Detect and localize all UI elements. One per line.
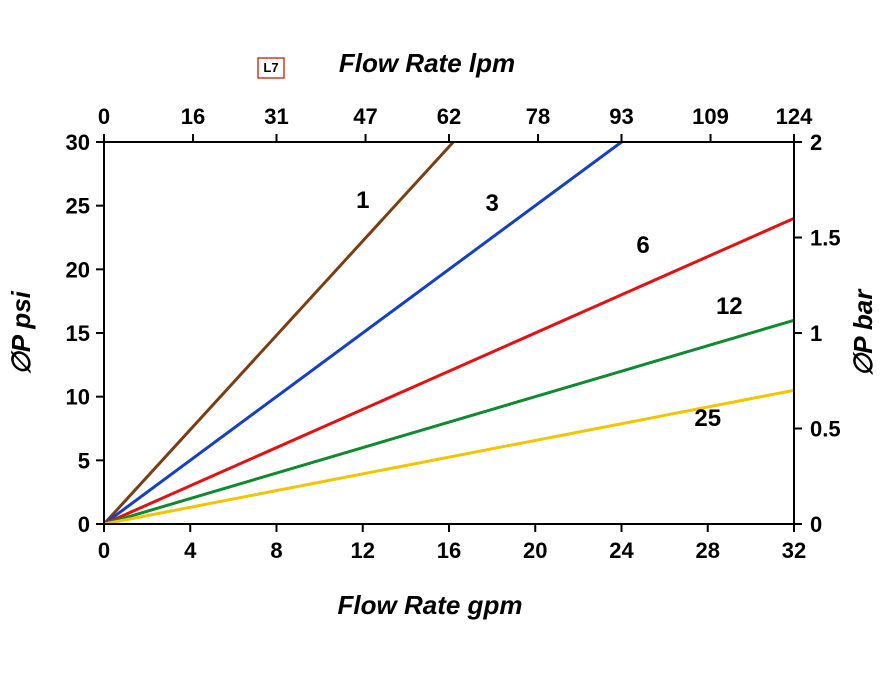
chart-svg: L7Flow Rate lpm048121620242832Flow Rate … [0,0,888,676]
y-right-tick-label: 0 [810,512,822,537]
x-bottom-tick-label: 8 [270,538,282,563]
x-bottom-title: Flow Rate gpm [338,590,523,620]
y-right-tick-label: 1 [810,321,822,346]
l7-badge: L7 [258,58,284,78]
x-top-tick-label: 16 [181,104,205,129]
x-bottom-tick-label: 28 [696,538,720,563]
x-top-tick-label: 47 [353,104,377,129]
x-top-title: Flow Rate lpm [339,48,515,78]
y-right-tick-label: 0.5 [810,417,841,442]
series-label-3: 3 [485,190,498,217]
x-top-tick-label: 78 [526,104,550,129]
x-bottom-tick-label: 32 [782,538,806,563]
x-top-tick-label: 109 [692,104,729,129]
y-left-tick-label: 20 [66,257,90,282]
x-top-tick-label: 62 [437,104,461,129]
y-left-tick-label: 30 [66,130,90,155]
y-left-tick-label: 15 [66,321,90,346]
y-left-tick-label: 25 [66,194,90,219]
series-label-12: 12 [716,293,743,320]
series-label-1: 1 [356,187,369,214]
x-bottom-tick-label: 20 [523,538,547,563]
x-bottom-tick-label: 4 [184,538,197,563]
y-right-title: ∅P bar [848,288,878,377]
series-label-25: 25 [694,405,721,432]
chart-container: L7Flow Rate lpm048121620242832Flow Rate … [0,0,888,676]
series-label-6: 6 [636,232,649,259]
y-right-tick-label: 2 [810,130,822,155]
svg-text:L7: L7 [263,60,278,75]
y-left-title: ∅P psi [6,290,36,375]
x-top-tick-label: 0 [98,104,110,129]
x-bottom-tick-label: 16 [437,538,461,563]
x-bottom-tick-label: 12 [351,538,375,563]
y-left-tick-label: 10 [66,385,90,410]
chart-bg [0,0,888,676]
y-left-tick-label: 0 [78,512,90,537]
x-top-tick-label: 93 [609,104,633,129]
x-bottom-tick-label: 24 [609,538,634,563]
x-bottom-tick-label: 0 [98,538,110,563]
x-top-tick-label: 31 [264,104,288,129]
x-top-tick-label: 124 [776,104,813,129]
y-left-tick-label: 5 [78,448,90,473]
y-right-tick-label: 1.5 [810,226,841,251]
